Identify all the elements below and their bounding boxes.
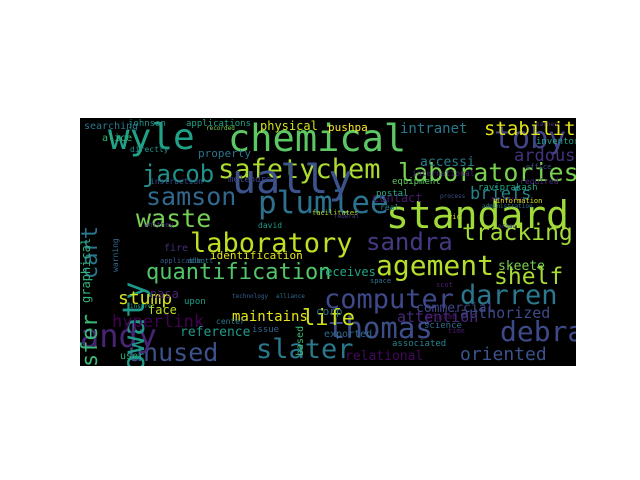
- word-laboratories: laboratories: [398, 158, 576, 187]
- word-recorded: recorded: [206, 125, 235, 132]
- word-technology: technology: [232, 293, 269, 300]
- word-associated: associated: [392, 339, 447, 349]
- word-relational: relational: [345, 349, 424, 364]
- word-graphical: graphical: [80, 237, 93, 303]
- word-stability: stability: [484, 118, 576, 140]
- word-intranet: intranet: [400, 121, 468, 137]
- word-waste: waste: [136, 204, 212, 233]
- word-analysis: analysis: [490, 195, 524, 203]
- word-accessi: accessi: [420, 155, 475, 170]
- word-commercial: commercial: [416, 301, 495, 316]
- word-postal: postal: [376, 189, 409, 199]
- word-time: time: [448, 327, 465, 335]
- word-science: science: [424, 321, 462, 331]
- word-skeete: skeete: [498, 259, 545, 274]
- word-whitney: whitney: [144, 221, 174, 229]
- word-contact: contact: [372, 191, 423, 205]
- word-abbott: abbott: [188, 257, 214, 265]
- word-alice: alice: [102, 133, 133, 144]
- word-office: office: [526, 163, 552, 171]
- word-plumlee: plumlee: [258, 185, 389, 221]
- word-real: real: [380, 203, 400, 212]
- word-samson: samson: [146, 182, 237, 211]
- word-transfer: transfer: [80, 314, 103, 366]
- word-toby: toby: [494, 121, 567, 156]
- word-facilitates: facilitates: [312, 209, 359, 217]
- word-inventory: inventory: [536, 137, 576, 147]
- word-warning: warning: [111, 237, 120, 272]
- word-program: program: [426, 313, 456, 321]
- word-safetychem: safetychem: [218, 154, 381, 185]
- word-directly: directly: [130, 145, 169, 154]
- word-darren: darren: [460, 280, 558, 311]
- word-standard: standard: [386, 193, 570, 237]
- word-based: based: [295, 325, 306, 356]
- word-barnes: barnes: [536, 121, 558, 128]
- word-andy: andy: [80, 317, 158, 355]
- word-tracking: tracking: [462, 220, 573, 246]
- word-quantification: quantification: [146, 260, 332, 285]
- word-receives: receives: [318, 265, 376, 279]
- word-hyperlink: hyperlink: [112, 312, 205, 332]
- word-maintains: maintains: [232, 309, 308, 325]
- word-david: david: [258, 221, 283, 230]
- word-ually: ually: [232, 157, 353, 203]
- word-thomas: thomas: [328, 311, 433, 345]
- word-face: face: [148, 303, 177, 317]
- word-center: center: [216, 317, 245, 326]
- word-chemical: chemical: [228, 118, 407, 160]
- word-process: process: [440, 193, 466, 200]
- word-alliance: alliance: [276, 293, 305, 300]
- word-fire: fire: [164, 243, 189, 254]
- word-melendrez: melendrez: [228, 175, 277, 185]
- word-applicable: applicable: [160, 257, 203, 265]
- word-exported: exported: [324, 329, 373, 340]
- word-life: life: [302, 306, 355, 331]
- word-raviprakash: raviprakash: [478, 183, 538, 193]
- word-unused: unused: [128, 338, 219, 366]
- word-federal: federal: [334, 213, 360, 220]
- word-instruction: instruction: [150, 177, 203, 186]
- word-sandra: sandra: [366, 228, 453, 256]
- word-briefs: briefs: [470, 184, 532, 204]
- word-identification: identification: [210, 249, 303, 262]
- word-computer: computer: [324, 284, 455, 315]
- word-administration: administration: [482, 203, 533, 210]
- word-user: user: [120, 351, 145, 362]
- word-ardous: ardous: [514, 146, 576, 166]
- word-stump: stump: [118, 288, 173, 309]
- word-property: property: [198, 147, 251, 160]
- word-organ: organ: [498, 223, 517, 230]
- word-scot: scot: [436, 281, 453, 289]
- word-slater: slater: [256, 334, 354, 365]
- word-vic: vic: [448, 213, 461, 221]
- word-nasa: nasa: [150, 287, 179, 301]
- word-required: required: [520, 177, 559, 186]
- word-debrah: debrah: [500, 315, 576, 348]
- word-corp: corp: [316, 305, 343, 318]
- word-searching: searching: [84, 121, 139, 132]
- word-attention: attention: [397, 308, 479, 326]
- word-issue: issue: [252, 325, 280, 335]
- word-space: space: [370, 277, 392, 285]
- word-equipment: equipment: [392, 177, 441, 187]
- word-insure: insure: [130, 303, 152, 310]
- word-cloud: chemical standard laboratories safetychem pl…: [80, 118, 576, 366]
- word-upon: upon: [184, 297, 206, 307]
- word-applications: applications: [186, 119, 252, 129]
- word-physical: physical: [260, 119, 318, 133]
- word-information: information: [496, 197, 543, 205]
- word-laboratory: laboratory: [190, 228, 353, 259]
- word-wyle: wyle: [108, 118, 195, 158]
- word-reference: reference: [180, 325, 251, 340]
- word-jacob: jacob: [142, 160, 215, 188]
- word-agement: agement: [376, 249, 495, 282]
- word-pushpa: pushpa: [328, 121, 368, 134]
- word-shelf: shelf: [494, 264, 564, 290]
- word-johnson: johnson: [128, 119, 166, 129]
- word-oriented: oriented: [460, 344, 547, 365]
- word-authorized: authorized: [460, 304, 551, 322]
- word-international: international: [412, 169, 475, 178]
